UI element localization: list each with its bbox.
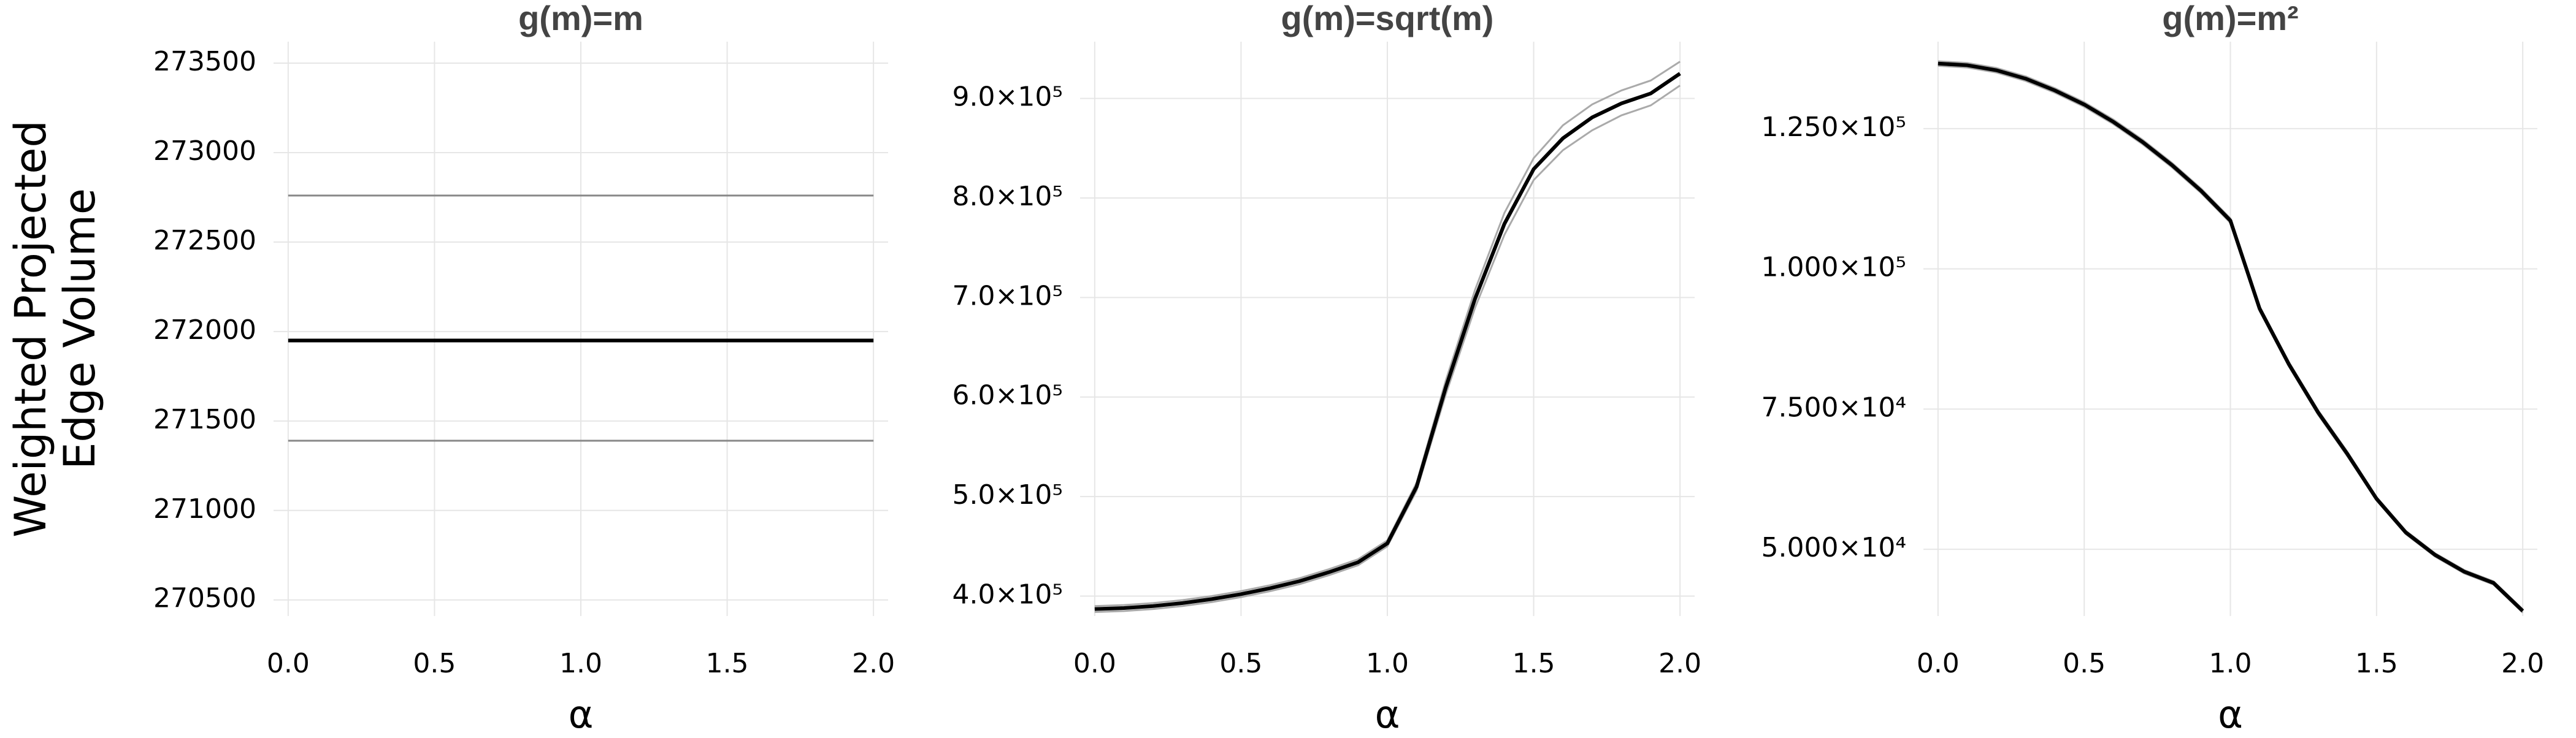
series-line (1094, 85, 1681, 614)
x-tick-label: 2.0 (1658, 648, 1701, 679)
x-axis-label: α (1375, 692, 1400, 736)
y-tick-label: 272000 (153, 314, 256, 346)
x-tick-label: 0.0 (267, 648, 310, 679)
panel-title: g(m)=sqrt(m) (1281, 0, 1494, 37)
y-tick-label: 7.500×10⁴ (1761, 392, 1906, 423)
y-tick-label: 9.0×10⁵ (953, 82, 1063, 113)
panel: g(m)=m² 5.000×10⁴ 7.500×10⁴ 1.000×10⁵ 1.250×… (1761, 0, 2545, 737)
x-axis-label: α (569, 692, 594, 736)
y-tick-label: 273500 (153, 46, 256, 77)
x-tick-label: 0.5 (413, 648, 456, 679)
panel-title: g(m)=m (518, 0, 643, 37)
y-tick-label: 272500 (153, 225, 256, 256)
x-tick-label: 0.5 (1219, 648, 1262, 679)
series-line (1938, 61, 2524, 612)
y-tick-label: 8.0×10⁵ (953, 181, 1063, 212)
y-tick-label: 7.0×10⁵ (953, 280, 1063, 311)
x-tick-label: 2.0 (2501, 648, 2544, 679)
panel: g(m)=m 270500 271000 271500 272000 272500 2730… (6, 0, 895, 737)
x-tick-label: 1.5 (1512, 648, 1555, 679)
y-axis-label-line: Edge Volume (55, 188, 105, 470)
panel: g(m)=sqrt(m) 4.0×10⁵ 5.0×10⁵ 6.0×10⁵ 7.0×10⁵… (953, 0, 1702, 737)
y-tick-label: 271000 (153, 493, 256, 525)
x-tick-label: 0.5 (2063, 648, 2106, 679)
x-tick-label: 1.0 (2209, 648, 2252, 679)
panel-title: g(m)=m² (2162, 0, 2298, 37)
y-tick-label: 1.250×10⁵ (1761, 112, 1906, 143)
y-tick-label: 273000 (153, 135, 256, 167)
y-tick-label: 270500 (153, 583, 256, 614)
x-tick-label: 1.5 (2355, 648, 2398, 679)
x-tick-label: 0.0 (1917, 648, 1960, 679)
y-tick-label: 4.0×10⁵ (953, 579, 1063, 611)
x-axis-label: α (2218, 692, 2243, 736)
x-tick-label: 1.5 (706, 648, 749, 679)
y-axis-label-line: Weighted Projected (6, 120, 56, 538)
y-tick-label: 6.0×10⁵ (953, 380, 1063, 411)
x-tick-label: 2.0 (852, 648, 895, 679)
y-tick-label: 271500 (153, 404, 256, 435)
y-tick-label: 5.000×10⁴ (1761, 532, 1906, 563)
x-tick-label: 0.0 (1073, 648, 1116, 679)
y-tick-label: 5.0×10⁵ (953, 479, 1063, 511)
y-tick-label: 1.000×10⁵ (1761, 252, 1906, 283)
x-tick-label: 1.0 (1366, 648, 1409, 679)
x-tick-label: 1.0 (559, 648, 602, 679)
series-line (1094, 72, 1681, 611)
y-axis-label: Weighted ProjectedEdge Volume (6, 120, 105, 538)
